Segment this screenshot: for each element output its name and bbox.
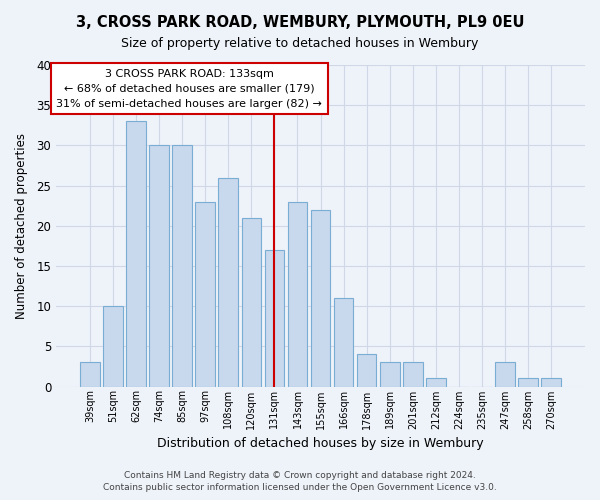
Bar: [218, 178, 238, 386]
Bar: [80, 362, 100, 386]
X-axis label: Distribution of detached houses by size in Wembury: Distribution of detached houses by size …: [157, 437, 484, 450]
Bar: [149, 146, 169, 386]
Text: 3 CROSS PARK ROAD: 133sqm
← 68% of detached houses are smaller (179)
31% of semi: 3 CROSS PARK ROAD: 133sqm ← 68% of detac…: [56, 69, 322, 108]
Bar: [426, 378, 446, 386]
Bar: [265, 250, 284, 386]
Bar: [357, 354, 376, 386]
Bar: [126, 122, 146, 386]
Bar: [103, 306, 123, 386]
Bar: [403, 362, 422, 386]
Bar: [334, 298, 353, 386]
Y-axis label: Number of detached properties: Number of detached properties: [15, 133, 28, 319]
Bar: [518, 378, 538, 386]
Text: Contains HM Land Registry data © Crown copyright and database right 2024.
Contai: Contains HM Land Registry data © Crown c…: [103, 471, 497, 492]
Bar: [242, 218, 261, 386]
Bar: [287, 202, 307, 386]
Bar: [541, 378, 561, 386]
Text: Size of property relative to detached houses in Wembury: Size of property relative to detached ho…: [121, 38, 479, 51]
Bar: [495, 362, 515, 386]
Bar: [380, 362, 400, 386]
Bar: [311, 210, 331, 386]
Text: 3, CROSS PARK ROAD, WEMBURY, PLYMOUTH, PL9 0EU: 3, CROSS PARK ROAD, WEMBURY, PLYMOUTH, P…: [76, 15, 524, 30]
Bar: [172, 146, 192, 386]
Bar: [196, 202, 215, 386]
